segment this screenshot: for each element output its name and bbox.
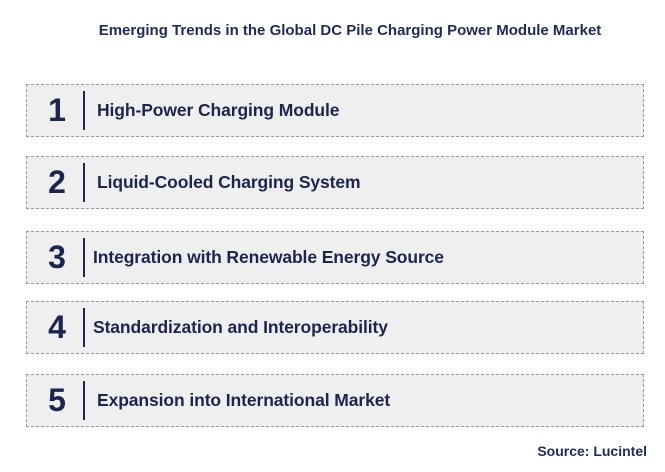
trend-label: Expansion into International Market (97, 390, 391, 410)
trend-item-2: 2 Liquid-Cooled Charging System (26, 156, 644, 209)
trend-divider (83, 91, 85, 130)
trend-divider (83, 163, 85, 202)
trend-label: Liquid-Cooled Charging System (97, 172, 361, 192)
trend-item-5: 5 Expansion into International Market (26, 374, 644, 427)
trend-number: 1 (48, 92, 66, 128)
trend-label: Standardization and Interoperability (93, 317, 388, 337)
trend-number: 5 (48, 382, 66, 418)
trend-item-3: 3 Integration with Renewable Energy Sour… (26, 231, 644, 284)
trend-item-1: 1 High-Power Charging Module (26, 84, 644, 137)
trend-label: Integration with Renewable Energy Source (93, 247, 444, 267)
trend-number: 2 (48, 164, 66, 200)
trend-label: High-Power Charging Module (97, 100, 340, 120)
source-credit: Source: Lucintel (537, 443, 647, 459)
trend-number: 4 (48, 309, 66, 345)
trend-divider (83, 308, 85, 347)
trend-divider (83, 381, 85, 420)
trend-divider (83, 238, 85, 277)
page-title: Emerging Trends in the Global DC Pile Ch… (98, 22, 602, 39)
trend-number: 3 (48, 239, 66, 275)
trend-item-4: 4 Standardization and Interoperability (26, 301, 644, 354)
